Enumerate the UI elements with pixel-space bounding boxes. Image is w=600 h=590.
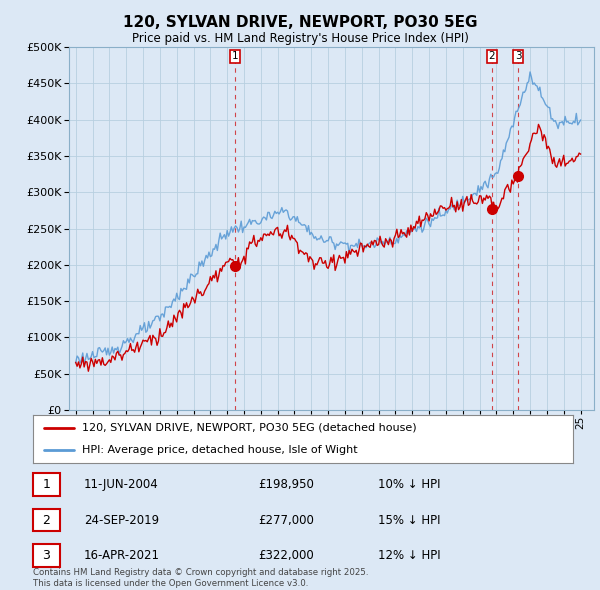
Text: HPI: Average price, detached house, Isle of Wight: HPI: Average price, detached house, Isle…: [82, 445, 357, 455]
Text: 15% ↓ HPI: 15% ↓ HPI: [378, 513, 440, 527]
Text: 120, SYLVAN DRIVE, NEWPORT, PO30 5EG: 120, SYLVAN DRIVE, NEWPORT, PO30 5EG: [123, 15, 477, 30]
Text: 3: 3: [43, 549, 50, 562]
Text: 11-JUN-2004: 11-JUN-2004: [84, 478, 159, 491]
Text: £322,000: £322,000: [258, 549, 314, 562]
Text: Price paid vs. HM Land Registry's House Price Index (HPI): Price paid vs. HM Land Registry's House …: [131, 32, 469, 45]
Text: 3: 3: [515, 51, 521, 61]
Text: 10% ↓ HPI: 10% ↓ HPI: [378, 478, 440, 491]
Text: 12% ↓ HPI: 12% ↓ HPI: [378, 549, 440, 562]
Text: Contains HM Land Registry data © Crown copyright and database right 2025.
This d: Contains HM Land Registry data © Crown c…: [33, 568, 368, 588]
Text: 2: 2: [488, 51, 495, 61]
Text: 1: 1: [232, 51, 238, 61]
Text: 1: 1: [43, 478, 50, 491]
Text: £198,950: £198,950: [258, 478, 314, 491]
Text: 24-SEP-2019: 24-SEP-2019: [84, 513, 159, 527]
Text: 16-APR-2021: 16-APR-2021: [84, 549, 160, 562]
Text: £277,000: £277,000: [258, 513, 314, 527]
Text: 2: 2: [43, 513, 50, 527]
Text: 120, SYLVAN DRIVE, NEWPORT, PO30 5EG (detached house): 120, SYLVAN DRIVE, NEWPORT, PO30 5EG (de…: [82, 423, 416, 433]
